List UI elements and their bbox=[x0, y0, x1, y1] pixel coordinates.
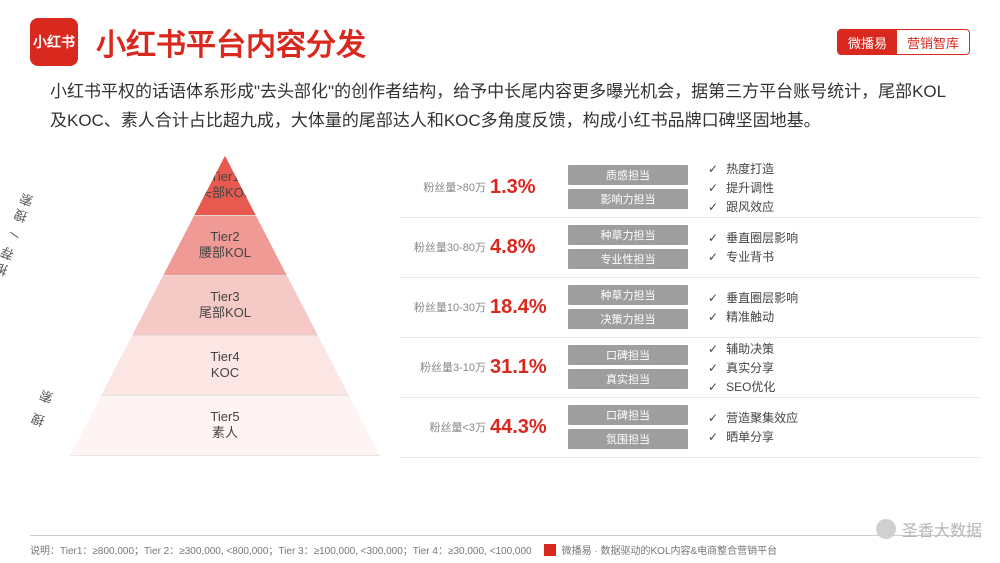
header: 小红书 小红书平台内容分发 微播易 营销智库 bbox=[0, 0, 1000, 74]
tier-name: Tier5 bbox=[210, 409, 239, 425]
watermark-text: 圣香大数据 bbox=[902, 517, 982, 541]
description: 小红书平权的话语体系形成"去头部化"的创作者结构，给予中长尾内容更多曝光机会，据… bbox=[0, 74, 1000, 146]
tier-features: 垂直圈层影响专业背书 bbox=[688, 229, 980, 265]
logo: 小红书 bbox=[30, 18, 78, 66]
follower-range: 粉丝量<3万 bbox=[400, 419, 490, 435]
tier-percent: 44.3% bbox=[490, 416, 568, 439]
side-label-lower: 搜 索 bbox=[27, 384, 59, 430]
tier-percent: 4.8% bbox=[490, 236, 568, 259]
tier-tag: 决策力担当 bbox=[568, 309, 688, 329]
wechat-icon bbox=[876, 519, 896, 539]
follower-range: 粉丝量10-30万 bbox=[400, 299, 490, 315]
tier-feature: 热度打造 bbox=[708, 160, 980, 177]
tier-row: 粉丝量>80万1.3%质感担当影响力担当热度打造提升调性跟风效应 bbox=[400, 158, 980, 218]
tier-name: Tier2 bbox=[210, 229, 239, 245]
tier-tag: 真实担当 bbox=[568, 369, 688, 389]
tier-tag: 氛围担当 bbox=[568, 429, 688, 449]
tier-feature: 提升调性 bbox=[708, 179, 980, 196]
tier-feature: 垂直圈层影响 bbox=[708, 289, 980, 306]
tier-sub: 素人 bbox=[212, 425, 238, 441]
pyramid-tier-2: Tier2腰部KOL bbox=[163, 216, 287, 276]
tier-features: 垂直圈层影响精准触动 bbox=[688, 289, 980, 325]
tier-feature: 专业背书 bbox=[708, 248, 980, 265]
tier-row: 粉丝量30-80万4.8%种草力担当专业性担当垂直圈层影响专业背书 bbox=[400, 218, 980, 278]
side-label-upper: 关注 / 推荐 / 搜索 bbox=[0, 187, 40, 332]
tier-name: Tier4 bbox=[210, 349, 239, 365]
badge-right: 营销智库 bbox=[897, 30, 969, 54]
tier-name: Tier3 bbox=[210, 289, 239, 305]
tier-tag: 影响力担当 bbox=[568, 189, 688, 209]
tier-tags: 种草力担当决策力担当 bbox=[568, 285, 688, 329]
tier-features: 辅助决策真实分享 SEO优化 bbox=[688, 340, 980, 395]
tier-sub: 腰部KOL bbox=[199, 245, 251, 261]
tier-tags: 质感担当影响力担当 bbox=[568, 165, 688, 209]
footer-square-icon bbox=[544, 544, 556, 556]
footer-source: 微播易 · 数据驱动的KOL内容&电商整合营销平台 bbox=[562, 542, 778, 557]
pyramid-tier-3: Tier3尾部KOL bbox=[132, 276, 318, 336]
tier-sub: KOC bbox=[211, 365, 239, 381]
follower-range: 粉丝量3-10万 bbox=[400, 359, 490, 375]
pyramid-tier-5: Tier5素人 bbox=[70, 396, 380, 456]
tier-tag: 专业性担当 bbox=[568, 249, 688, 269]
tier-tag: 质感担当 bbox=[568, 165, 688, 185]
pyramid: Tier1头部KOLTier2腰部KOLTier3尾部KOLTier4KOCTi… bbox=[70, 156, 380, 476]
main-content: 关注 / 推荐 / 搜索 搜 索 Tier1头部KOLTier2腰部KOLTie… bbox=[0, 146, 1000, 486]
tier-features: 热度打造提升调性跟风效应 bbox=[688, 160, 980, 215]
tier-tags: 口碑担当氛围担当 bbox=[568, 405, 688, 449]
tier-row: 粉丝量3-10万31.1%口碑担当真实担当 辅助决策真实分享 SEO优化 bbox=[400, 338, 980, 398]
follower-range: 粉丝量30-80万 bbox=[400, 239, 490, 255]
pyramid-tier-4: Tier4KOC bbox=[101, 336, 349, 396]
tier-percent: 31.1% bbox=[490, 356, 568, 379]
tier-features: 营造聚集效应晒单分享 bbox=[688, 409, 980, 445]
pyramid-tier-1: Tier1头部KOL bbox=[194, 156, 256, 216]
brand-badge: 微播易 营销智库 bbox=[837, 29, 970, 55]
tier-percent: 1.3% bbox=[490, 176, 568, 199]
tier-feature: 精准触动 bbox=[708, 308, 980, 325]
tier-name: Tier1 bbox=[210, 169, 239, 185]
tier-percent: 18.4% bbox=[490, 296, 568, 319]
tier-sub: 头部KOL bbox=[199, 185, 251, 201]
tier-row: 粉丝量10-30万18.4%种草力担当决策力担当垂直圈层影响精准触动 bbox=[400, 278, 980, 338]
tier-feature: 跟风效应 bbox=[708, 198, 980, 215]
tier-feature: SEO优化 bbox=[708, 378, 980, 395]
tier-tags: 种草力担当专业性担当 bbox=[568, 225, 688, 269]
footer-note: 说明：Tier1：≥800,000；Tier 2：≥300,000, <800,… bbox=[30, 542, 532, 557]
tier-tag: 种草力担当 bbox=[568, 225, 688, 245]
tier-tag: 口碑担当 bbox=[568, 345, 688, 365]
tier-tag: 种草力担当 bbox=[568, 285, 688, 305]
footer: 说明：Tier1：≥800,000；Tier 2：≥300,000, <800,… bbox=[30, 535, 980, 557]
tier-tag: 口碑担当 bbox=[568, 405, 688, 425]
tier-feature: 营造聚集效应 bbox=[708, 409, 980, 426]
tier-feature: 晒单分享 bbox=[708, 428, 980, 445]
tier-feature: 垂直圈层影响 bbox=[708, 229, 980, 246]
tier-row: 粉丝量<3万44.3%口碑担当氛围担当营造聚集效应晒单分享 bbox=[400, 398, 980, 458]
follower-range: 粉丝量>80万 bbox=[400, 179, 490, 195]
tier-feature: 真实分享 bbox=[708, 359, 980, 376]
badge-left: 微播易 bbox=[838, 30, 897, 54]
tier-rows: 粉丝量>80万1.3%质感担当影响力担当热度打造提升调性跟风效应粉丝量30-80… bbox=[400, 158, 980, 458]
watermark: 圣香大数据 bbox=[876, 517, 982, 541]
page-title: 小红书平台内容分发 bbox=[96, 20, 837, 64]
tier-sub: 尾部KOL bbox=[199, 305, 251, 321]
tier-tags: 口碑担当真实担当 bbox=[568, 345, 688, 389]
tier-feature: 辅助决策 bbox=[708, 340, 980, 357]
